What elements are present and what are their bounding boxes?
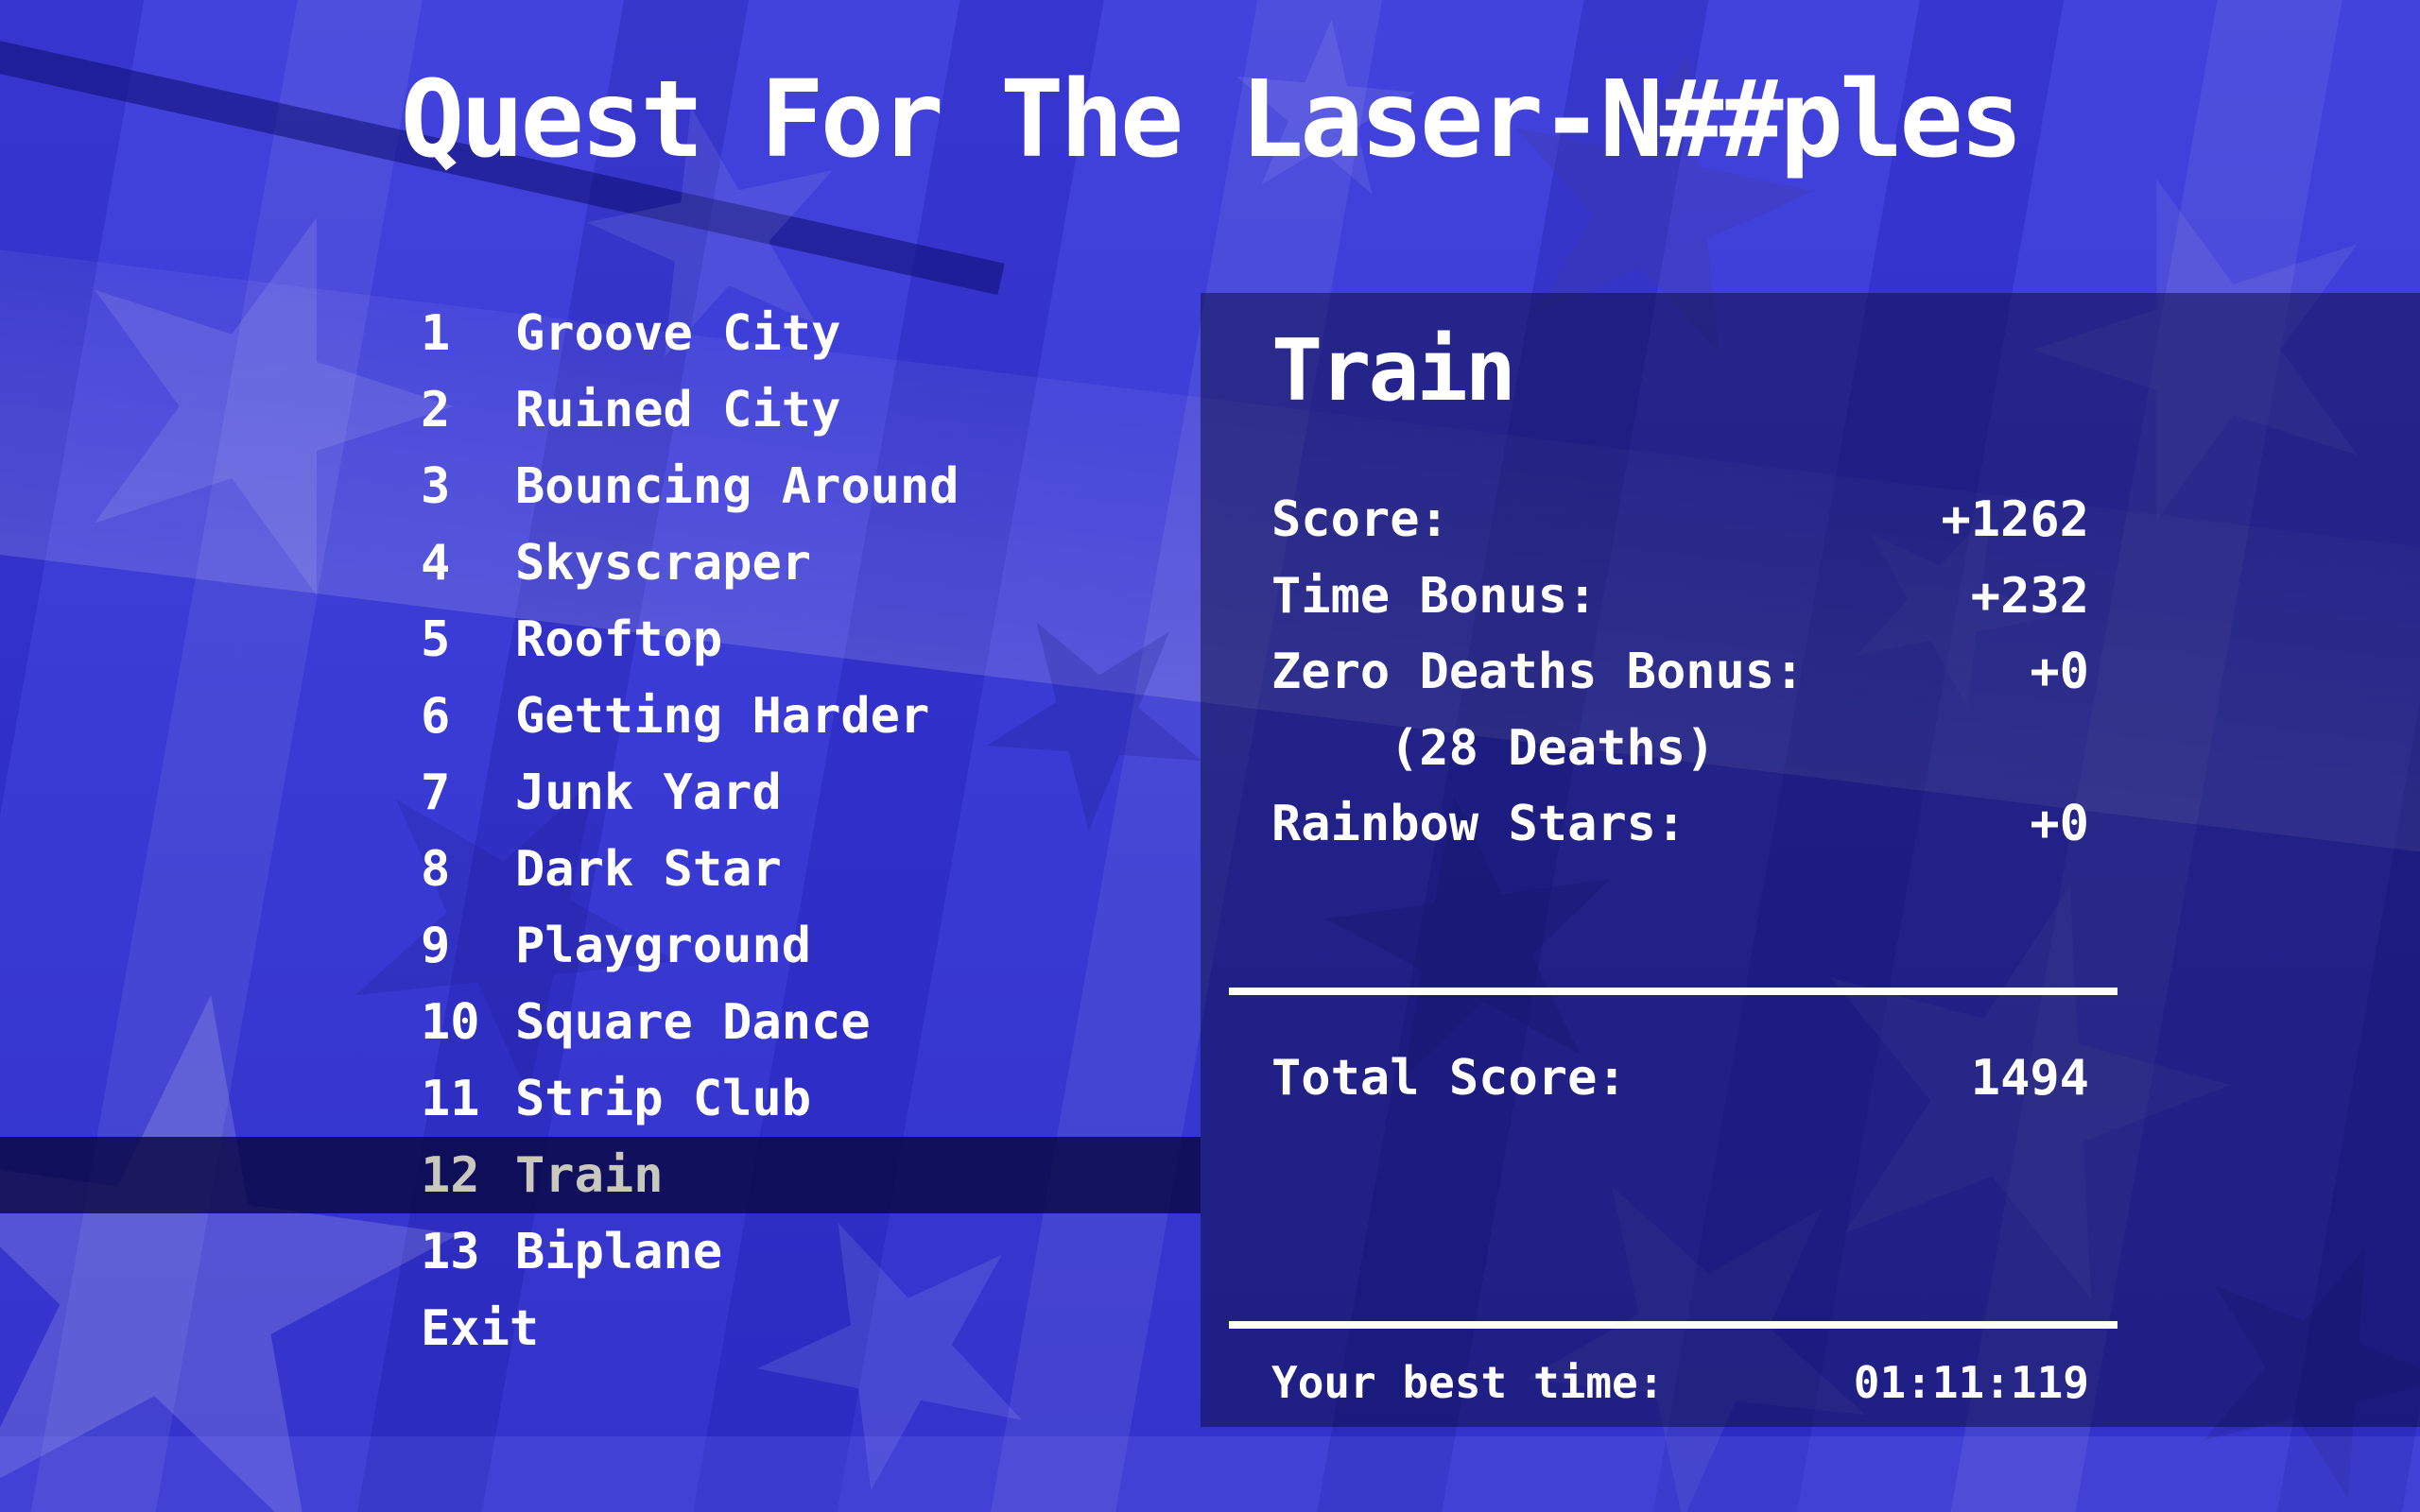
level-number: 10 xyxy=(421,993,480,1051)
total-score-row: Total Score: 1494 xyxy=(1271,1040,2089,1116)
level-number: 12 xyxy=(421,1146,480,1204)
stat-row-deaths-note: (28 Deaths) xyxy=(1271,711,2089,787)
level-name: Skyscraper xyxy=(515,534,812,592)
level-number: 13 xyxy=(421,1223,480,1280)
stats-block: Score: +1262 Time Bonus: +232 Zero Death… xyxy=(1271,482,2089,863)
level-number: 5 xyxy=(421,610,451,668)
level-detail-panel: Train Score: +1262 Time Bonus: +232 Zero… xyxy=(1201,293,2420,1427)
best-time-row: Your best time: 01:11:119 xyxy=(1271,1349,2089,1416)
level-name: Square Dance xyxy=(515,993,871,1051)
stat-label: Score: xyxy=(1271,491,1449,549)
stat-row: Rainbow Stars: +0 xyxy=(1271,786,2089,863)
level-number: 8 xyxy=(421,840,451,898)
best-time-value: 01:11:119 xyxy=(1853,1357,2089,1408)
best-time-label: Your best time: xyxy=(1271,1357,1665,1408)
stat-label: Zero Deaths Bonus: xyxy=(1271,644,1805,701)
level-number: 4 xyxy=(421,534,451,592)
stat-label: Time Bonus: xyxy=(1271,567,1598,625)
level-name: Strip Club xyxy=(515,1070,812,1127)
stat-value: +0 xyxy=(2030,644,2089,701)
level-name: Getting Harder xyxy=(515,687,930,745)
level-item[interactable]: 9 Playground xyxy=(0,907,1201,984)
level-item[interactable]: 7 Junk Yard xyxy=(0,754,1201,831)
level-item[interactable]: 13 Biplane xyxy=(0,1213,1201,1290)
level-name: Bouncing Around xyxy=(515,457,959,515)
level-item-selected[interactable]: 12 Train xyxy=(0,1137,1201,1213)
divider xyxy=(1229,988,2118,995)
stat-value: +0 xyxy=(2030,796,2089,853)
level-name: Rooftop xyxy=(515,610,723,668)
level-number: 9 xyxy=(421,917,451,974)
level-item[interactable]: 2 Ruined City xyxy=(0,371,1201,448)
exit-label: Exit xyxy=(421,1299,540,1357)
stat-row: Time Bonus: +232 xyxy=(1271,558,2089,635)
stat-value: +232 xyxy=(1970,567,2089,625)
level-item[interactable]: 4 Skyscraper xyxy=(0,524,1201,601)
game-title: Quest For The Laser-N##ples xyxy=(400,59,2024,181)
level-name: Playground xyxy=(515,917,812,974)
total-score-label: Total Score: xyxy=(1271,1049,1627,1107)
level-name: Biplane xyxy=(515,1223,723,1280)
stat-row: Score: +1262 xyxy=(1271,482,2089,558)
level-number: 2 xyxy=(421,381,451,438)
stat-label: Rainbow Stars: xyxy=(1271,796,1686,853)
level-item[interactable]: 3 Bouncing Around xyxy=(0,448,1201,524)
stat-label: (28 Deaths) xyxy=(1390,719,1716,777)
level-item[interactable]: 11 Strip Club xyxy=(0,1060,1201,1137)
level-item[interactable]: 6 Getting Harder xyxy=(0,678,1201,754)
level-name-heading: Train xyxy=(1271,321,1516,421)
level-name: Ruined City xyxy=(515,381,841,438)
level-item[interactable]: 1 Groove City xyxy=(0,295,1201,371)
level-item[interactable]: 10 Square Dance xyxy=(0,984,1201,1060)
level-name: Dark Star xyxy=(515,840,782,898)
level-number: 3 xyxy=(421,457,451,515)
level-number: 11 xyxy=(421,1070,480,1127)
stat-value: +1262 xyxy=(1941,491,2089,549)
divider xyxy=(1229,1321,2118,1329)
level-number: 1 xyxy=(421,304,451,362)
level-number: 6 xyxy=(421,687,451,745)
stat-row: Zero Deaths Bonus: +0 xyxy=(1271,634,2089,711)
level-number: 7 xyxy=(421,764,451,821)
level-item[interactable]: 8 Dark Star xyxy=(0,831,1201,907)
total-score-value: 1494 xyxy=(1970,1049,2089,1107)
level-name: Groove City xyxy=(515,304,841,362)
level-item[interactable]: 5 Rooftop xyxy=(0,601,1201,678)
menu-item-exit[interactable]: Exit xyxy=(0,1290,1201,1366)
level-menu: 1 Groove City 2 Ruined City 3 Bouncing A… xyxy=(0,295,1201,1366)
level-name: Junk Yard xyxy=(515,764,782,821)
bottom-glow-decoration xyxy=(0,1436,2420,1512)
level-name: Train xyxy=(515,1146,664,1204)
